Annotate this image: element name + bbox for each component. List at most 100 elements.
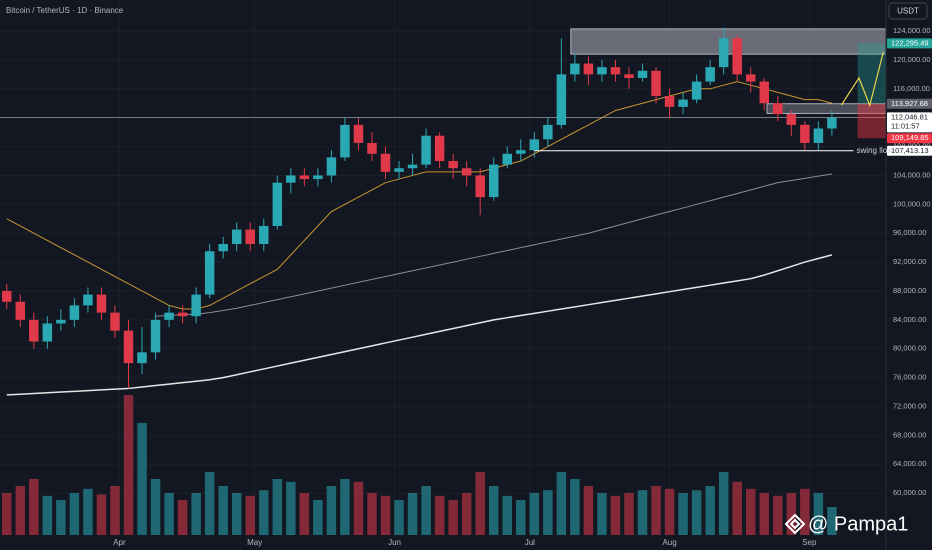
candle-body xyxy=(272,182,283,226)
volume-bar xyxy=(83,488,93,535)
volume-bar xyxy=(380,495,391,535)
candle-body xyxy=(340,124,350,158)
y-tick-label: 76,000.00 xyxy=(893,373,926,382)
candle-body xyxy=(96,294,107,313)
currency-button[interactable] xyxy=(888,2,928,20)
volume-bar xyxy=(56,500,66,535)
volume-bar xyxy=(664,488,675,535)
volume-bar xyxy=(367,493,377,535)
candle-body xyxy=(434,135,445,162)
price-label-time: 11:01:57 xyxy=(891,121,920,130)
volume-bar xyxy=(583,486,594,535)
y-tick-label: 68,000.00 xyxy=(893,430,926,439)
candle-body xyxy=(69,305,80,320)
candle-body xyxy=(502,153,512,165)
y-tick-label: 116,000.00 xyxy=(893,84,930,93)
volume-bar xyxy=(42,495,53,535)
volume-bar xyxy=(340,479,350,535)
candle-body xyxy=(678,99,688,107)
candle-body xyxy=(556,74,567,125)
y-tick-label: 84,000.00 xyxy=(893,315,926,324)
volume-bar xyxy=(15,486,26,535)
volume-bar xyxy=(800,488,810,535)
candle-body xyxy=(529,139,540,151)
y-tick-label: 100,000.00 xyxy=(893,199,931,208)
watermark-diamond-inner xyxy=(789,518,801,530)
volume-bar xyxy=(827,507,837,535)
candle-body xyxy=(664,96,675,107)
volume-bar xyxy=(461,493,472,535)
watermark-diamond xyxy=(784,513,806,535)
candle-body xyxy=(691,81,702,100)
candle-body xyxy=(461,168,472,176)
currency-button-label[interactable]: USDT xyxy=(897,7,919,16)
volume-bar xyxy=(407,493,418,535)
volume-bar xyxy=(150,479,161,535)
candle-body xyxy=(123,330,134,364)
volume-bar xyxy=(137,423,147,535)
volume-bar xyxy=(759,493,769,535)
candle-body xyxy=(380,153,391,172)
candle-body xyxy=(313,175,323,180)
candle-body xyxy=(286,175,296,183)
volume-bar xyxy=(231,493,242,535)
price-label: 109,149.85 xyxy=(891,133,929,142)
candle-body xyxy=(732,38,742,75)
candle-body xyxy=(191,294,201,317)
x-tick-label: Jul xyxy=(525,538,535,547)
volume-bar xyxy=(475,472,485,535)
volume-bar xyxy=(502,495,512,535)
volume-bar xyxy=(326,486,337,535)
volume-bar xyxy=(773,495,783,535)
volume-bar xyxy=(705,486,715,535)
volume-bar xyxy=(691,490,702,535)
price-label-box xyxy=(887,38,932,49)
volume-bar xyxy=(434,495,445,535)
candle-body xyxy=(326,157,337,176)
volume-bar xyxy=(732,481,742,535)
volume-bar xyxy=(245,495,255,535)
price-axis xyxy=(886,0,932,550)
x-tick-label: Jun xyxy=(388,538,401,547)
volume-bar xyxy=(123,395,134,535)
price-label-box xyxy=(887,112,932,133)
candle-body xyxy=(421,135,431,165)
candle-body xyxy=(583,63,594,75)
volume-bar xyxy=(556,472,567,535)
candle-body xyxy=(42,323,53,342)
y-tick-label: 124,000.00 xyxy=(893,26,931,35)
candle-body xyxy=(610,67,621,75)
volume-bar xyxy=(529,493,540,535)
x-tick-label: Apr xyxy=(113,538,126,547)
volume-bar xyxy=(745,488,756,535)
volume-bar xyxy=(110,486,120,535)
volume-bar xyxy=(191,493,201,535)
candle-body xyxy=(407,164,418,169)
support-label: swing llow xyxy=(857,146,894,155)
x-tick-label: Sep xyxy=(802,538,817,547)
volume-bar xyxy=(637,490,648,535)
moving-average xyxy=(155,173,832,317)
volume-bar xyxy=(718,472,729,535)
candle-body xyxy=(475,175,485,198)
candle-body xyxy=(2,290,12,302)
volume-bar xyxy=(164,493,174,535)
candle-body xyxy=(718,38,729,68)
candle-body xyxy=(651,70,661,97)
y-tick-label: 72,000.00 xyxy=(893,401,926,410)
candle-body xyxy=(448,161,458,169)
candle-body xyxy=(231,229,242,245)
candle-body xyxy=(705,67,715,82)
volume-bar xyxy=(259,490,269,535)
candle-body xyxy=(597,67,607,75)
volume-bar xyxy=(2,493,12,535)
volume-bar xyxy=(516,500,526,535)
candle-body xyxy=(367,142,377,154)
volume-bar xyxy=(286,481,296,535)
volume-bar xyxy=(204,472,215,535)
candle-body xyxy=(245,229,255,245)
candle-body xyxy=(786,114,797,125)
candle-body xyxy=(83,294,93,306)
volume-bar xyxy=(570,479,580,535)
